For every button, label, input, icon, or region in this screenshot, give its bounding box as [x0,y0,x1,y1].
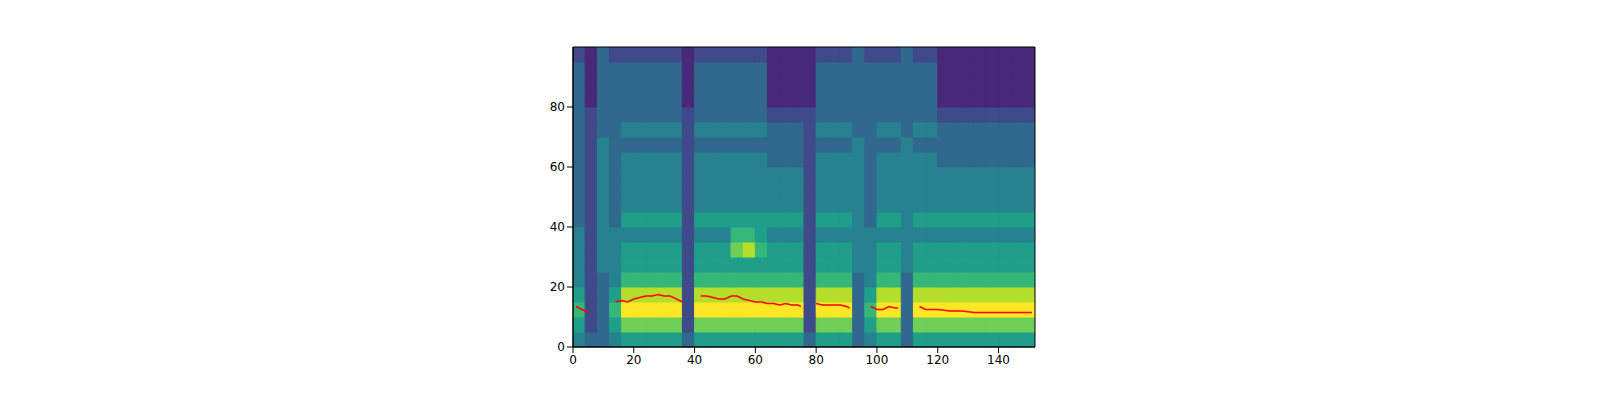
svg-text:20: 20 [550,280,565,294]
svg-text:140: 140 [987,353,1010,367]
svg-text:0: 0 [557,340,565,354]
svg-text:20: 20 [626,353,641,367]
svg-text:80: 80 [809,353,824,367]
svg-text:0: 0 [569,353,577,367]
svg-text:120: 120 [926,353,949,367]
svg-text:80: 80 [550,100,565,114]
svg-text:40: 40 [687,353,702,367]
svg-text:100: 100 [865,353,888,367]
svg-text:60: 60 [550,160,565,174]
svg-text:40: 40 [550,220,565,234]
svg-text:60: 60 [748,353,763,367]
